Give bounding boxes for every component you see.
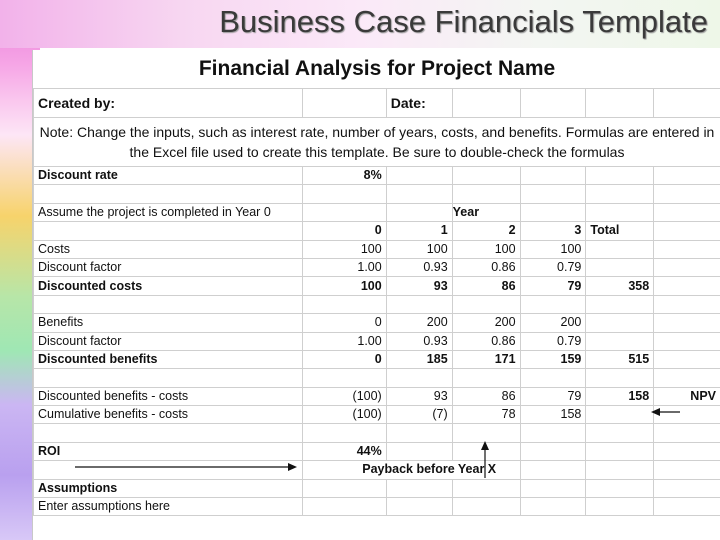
- empty-cell[interactable]: [451, 497, 521, 517]
- total-header: Total: [585, 221, 655, 241]
- cumulative-label: Cumulative benefits - costs: [33, 405, 303, 425]
- table-row: Discount rate 8%: [33, 165, 720, 186]
- discount-factor-cell[interactable]: 1.00: [301, 331, 387, 351]
- assumptions-placeholder[interactable]: Enter assumptions here: [33, 497, 303, 517]
- discounted-costs-cell[interactable]: 93: [385, 276, 453, 296]
- spreadsheet: Financial Analysis for Project Name Crea…: [32, 50, 720, 540]
- payback-arrow: [481, 441, 489, 478]
- table-row: Note: Change the inputs, such as interes…: [33, 117, 720, 167]
- table-row: ROI 44%: [33, 441, 720, 462]
- benefits-cell[interactable]: 200: [451, 313, 521, 333]
- discounted-costs-total[interactable]: 358: [585, 276, 655, 296]
- roi-arrow: [75, 463, 297, 471]
- benefits-cell[interactable]: 200: [519, 313, 587, 333]
- discounted-benefits-cell[interactable]: 159: [519, 349, 587, 370]
- table-row: Cumulative benefits - costs (100) (7) 78…: [33, 405, 720, 425]
- npv-arrow: [651, 408, 680, 416]
- assume-label: Assume the project is completed in Year …: [33, 202, 303, 223]
- net-label: Discounted benefits - costs: [33, 386, 303, 407]
- table-row: Discounted benefits - costs (100) 93 86 …: [33, 386, 720, 407]
- created-by-label: Created by:: [33, 88, 303, 118]
- date-label: Date:: [385, 88, 453, 118]
- slide-title: Business Case Financials Template: [219, 4, 708, 39]
- empty-cell[interactable]: [385, 497, 453, 517]
- created-by-cell[interactable]: [301, 88, 387, 118]
- discount-factor-label: Discount factor: [33, 331, 303, 351]
- financial-grid: Created by: Date: Note: Change the input…: [33, 88, 720, 517]
- slide-background-top: [0, 0, 720, 48]
- payback-label: Payback before Year X: [301, 460, 521, 480]
- table-row: Assumptions: [33, 478, 720, 499]
- table-row: Discounted costs 100 93 86 79 358: [33, 276, 720, 296]
- roi-label: ROI: [33, 441, 303, 462]
- discount-rate-label: Discount rate: [33, 165, 303, 186]
- discounted-benefits-cell[interactable]: 171: [451, 349, 521, 370]
- npv-label: NPV: [653, 386, 720, 407]
- roi-value[interactable]: 44%: [301, 441, 387, 462]
- table-row: Benefits 0 200 200 200: [33, 313, 720, 333]
- table-row: Assume the project is completed in Year …: [33, 202, 720, 223]
- note-text[interactable]: Note: Change the inputs, such as interes…: [33, 117, 720, 167]
- discount-factor-cell[interactable]: 0.79: [519, 331, 587, 351]
- assumptions-label: Assumptions: [33, 478, 303, 499]
- table-row: [33, 184, 720, 204]
- table-row: [33, 368, 720, 388]
- sheet-title[interactable]: Financial Analysis for Project Name: [198, 57, 556, 80]
- table-row: Enter assumptions here: [33, 497, 720, 517]
- discounted-costs-cell[interactable]: 86: [451, 276, 521, 296]
- discount-factor-cell[interactable]: 0.86: [451, 257, 521, 278]
- annotation-arrows: [75, 408, 680, 478]
